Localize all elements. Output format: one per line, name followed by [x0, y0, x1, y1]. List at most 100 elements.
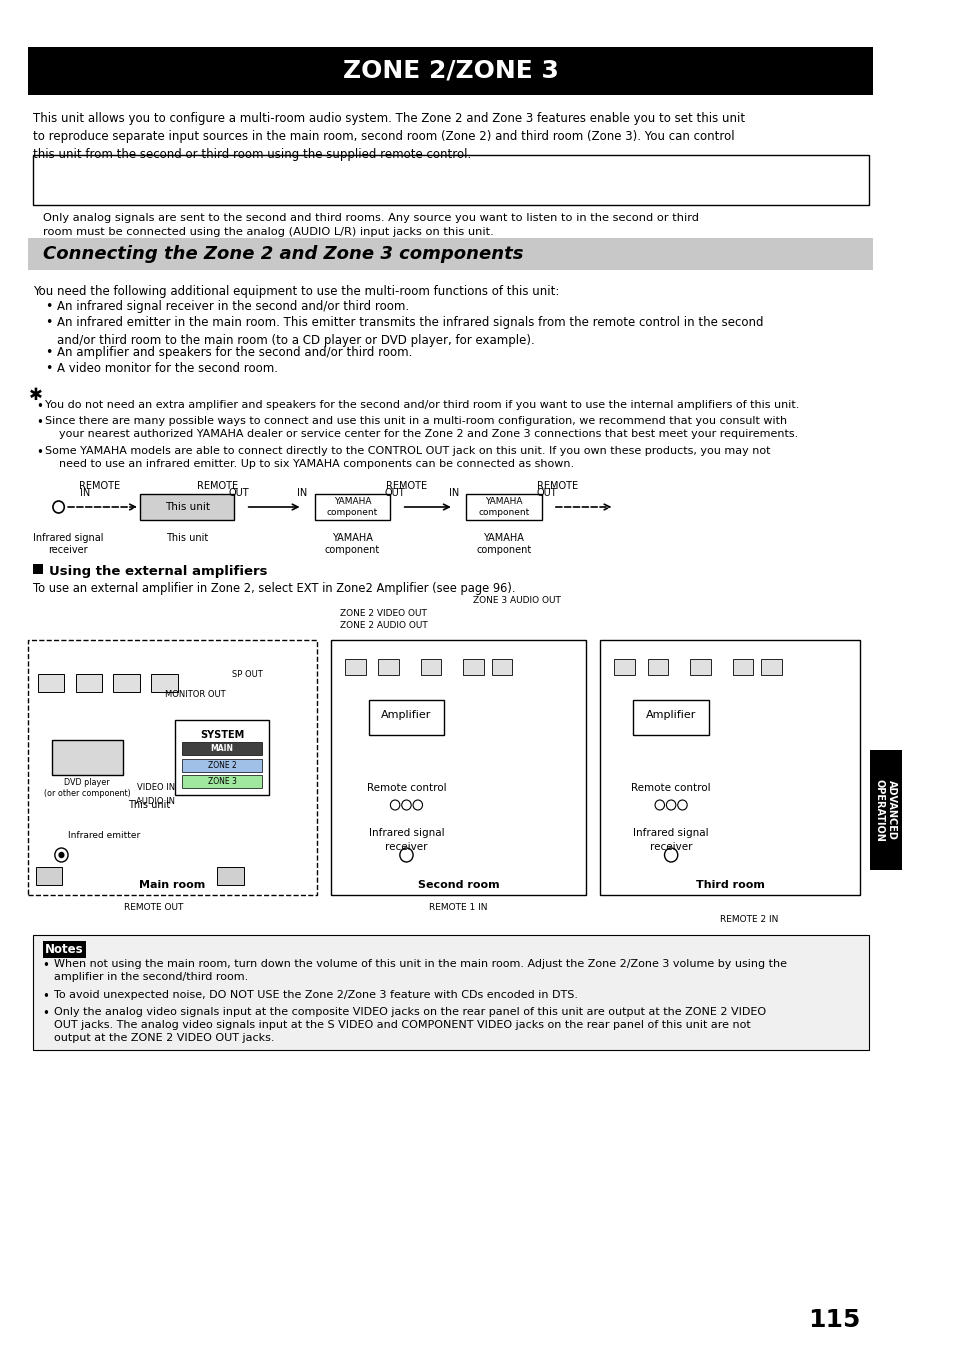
Text: YAMAHA
component: YAMAHA component [476, 532, 531, 555]
Text: REMOTE 2 IN: REMOTE 2 IN [720, 914, 778, 923]
Text: Second room: Second room [417, 880, 498, 890]
Text: 115: 115 [807, 1308, 860, 1332]
Text: SYSTEM: SYSTEM [200, 731, 244, 740]
Text: Infrared signal
receiver: Infrared signal receiver [368, 829, 444, 852]
Text: Some YAMAHA models are able to connect directly to the CONTROL OUT jack on this : Some YAMAHA models are able to connect d… [46, 446, 770, 469]
Bar [51, 740, 123, 775]
Text: REMOTE: REMOTE [537, 481, 578, 491]
Bar [174, 720, 269, 795]
Bar [152, 674, 177, 692]
Circle shape [655, 799, 664, 810]
Text: •: • [46, 346, 52, 359]
Text: Remote control: Remote control [366, 783, 446, 793]
Text: Only the analog video signals input at the composite VIDEO jacks on the rear pan: Only the analog video signals input at t… [53, 1007, 765, 1043]
Text: To avoid unexpected noise, DO NOT USE the Zone 2/Zone 3 feature with CDs encoded: To avoid unexpected noise, DO NOT USE th… [53, 989, 578, 1000]
Bar [633, 700, 708, 735]
Text: OUT: OUT [384, 488, 405, 497]
Text: Infrared signal
receiver: Infrared signal receiver [32, 532, 103, 555]
Text: OUT: OUT [229, 488, 249, 497]
Bar [75, 674, 102, 692]
Text: YAMAHA
component: YAMAHA component [477, 497, 529, 518]
Text: •: • [36, 446, 43, 460]
Text: To use an external amplifier in Zone 2, select EXT in Zone2 Amplifier (see page : To use an external amplifier in Zone 2, … [33, 582, 515, 594]
Bar [614, 659, 635, 675]
Bar [345, 659, 365, 675]
Text: This unit: This unit [128, 799, 170, 810]
Bar [113, 674, 140, 692]
Text: Connecting the Zone 2 and Zone 3 components: Connecting the Zone 2 and Zone 3 compone… [43, 245, 522, 263]
Bar [29, 239, 873, 270]
Text: Infrared signal
receiver: Infrared signal receiver [633, 829, 708, 852]
Text: ZONE 3 AUDIO OUT: ZONE 3 AUDIO OUT [472, 596, 560, 605]
Text: Notes: Notes [46, 944, 84, 956]
Text: VIDEO IN: VIDEO IN [136, 783, 174, 793]
Circle shape [52, 501, 64, 514]
Bar [368, 700, 444, 735]
Text: •: • [36, 400, 43, 412]
Text: REMOTE OUT: REMOTE OUT [124, 903, 183, 911]
Text: Infrared emitter: Infrared emitter [68, 830, 140, 840]
Circle shape [664, 848, 677, 861]
Text: •: • [46, 363, 52, 375]
Bar [599, 640, 860, 895]
Text: This unit: This unit [165, 501, 210, 512]
Bar [760, 659, 781, 675]
Text: An infrared signal receiver in the second and/or third room.: An infrared signal receiver in the secon… [56, 301, 409, 313]
Bar [33, 936, 868, 1050]
Bar [33, 563, 43, 574]
Circle shape [677, 799, 686, 810]
Text: Since there are many possible ways to connect and use this unit in a multi-room : Since there are many possible ways to co… [46, 417, 798, 439]
Text: •: • [43, 958, 50, 972]
Circle shape [59, 852, 64, 857]
Bar [182, 775, 261, 789]
Text: A video monitor for the second room.: A video monitor for the second room. [56, 363, 277, 375]
Bar [33, 155, 868, 205]
Text: Using the external amplifiers: Using the external amplifiers [50, 565, 268, 578]
Text: ZONE 2 VIDEO OUT: ZONE 2 VIDEO OUT [340, 609, 427, 617]
Bar [36, 867, 62, 886]
Text: When not using the main room, turn down the volume of this unit in the main room: When not using the main room, turn down … [53, 958, 786, 983]
Bar [732, 659, 753, 675]
Bar [140, 493, 234, 520]
Text: YAMAHA
component: YAMAHA component [325, 532, 380, 555]
Bar [38, 674, 64, 692]
Text: IN: IN [448, 488, 458, 497]
Circle shape [401, 799, 411, 810]
Text: ADVANCED
OPERATION: ADVANCED OPERATION [873, 779, 897, 841]
Text: MONITOR OUT: MONITOR OUT [165, 690, 226, 700]
Text: YAMAHA
component: YAMAHA component [327, 497, 377, 518]
Bar [29, 640, 316, 895]
Bar [491, 659, 512, 675]
Bar [689, 659, 710, 675]
Text: Amplifier: Amplifier [645, 710, 696, 720]
Text: •: • [46, 315, 52, 329]
Text: ZONE 2: ZONE 2 [208, 762, 236, 770]
Text: ✱: ✱ [29, 386, 43, 404]
Text: REMOTE 1 IN: REMOTE 1 IN [429, 903, 487, 911]
Text: IN: IN [297, 488, 307, 497]
Bar [377, 659, 398, 675]
Text: You do not need an extra amplifier and speakers for the second and/or third room: You do not need an extra amplifier and s… [46, 400, 799, 410]
Text: Amplifier: Amplifier [381, 710, 431, 720]
Text: ZONE 2 AUDIO OUT: ZONE 2 AUDIO OUT [340, 621, 428, 630]
Text: An amplifier and speakers for the second and/or third room.: An amplifier and speakers for the second… [56, 346, 412, 359]
Bar [182, 741, 261, 755]
Bar [331, 640, 585, 895]
Text: •: • [43, 1007, 50, 1020]
Text: Main room: Main room [139, 880, 206, 890]
Text: ZONE 2/ZONE 3: ZONE 2/ZONE 3 [342, 59, 558, 84]
Circle shape [390, 799, 399, 810]
Text: OUT: OUT [536, 488, 557, 497]
Text: Remote control: Remote control [631, 783, 710, 793]
Circle shape [666, 799, 675, 810]
Text: AUDIO IN: AUDIO IN [135, 798, 174, 806]
Text: REMOTE: REMOTE [386, 481, 427, 491]
Text: You need the following additional equipment to use the multi-room functions of t: You need the following additional equipm… [33, 284, 558, 298]
Text: MAIN: MAIN [211, 744, 233, 754]
Bar [465, 493, 541, 520]
Text: SP OUT: SP OUT [232, 670, 262, 679]
Circle shape [413, 799, 422, 810]
Bar [647, 659, 668, 675]
Bar [29, 47, 873, 94]
Bar [217, 867, 244, 886]
